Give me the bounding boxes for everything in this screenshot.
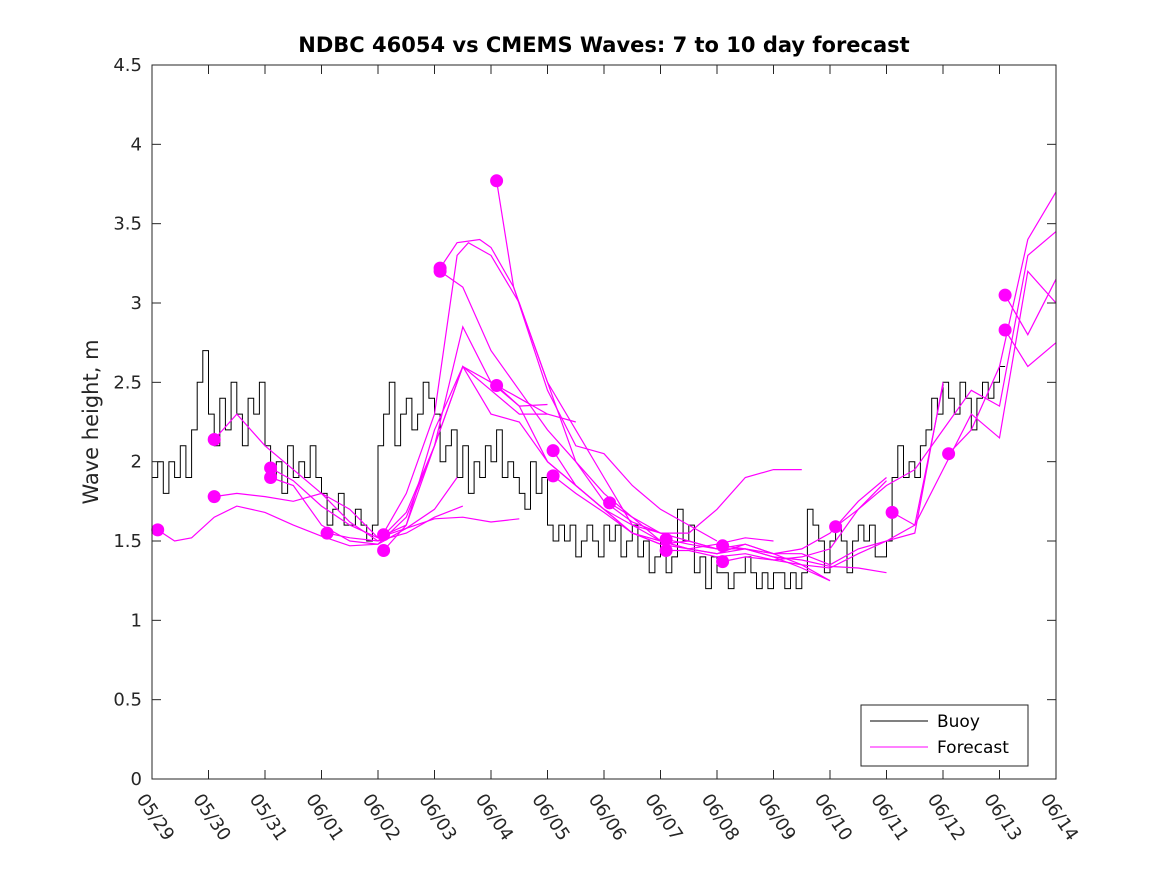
forecast-series-line (439, 238, 718, 542)
y-axis-label: Wave height, m (79, 339, 103, 504)
forecast-series-line (383, 365, 661, 551)
forecast-series-line (214, 477, 458, 539)
forecast-start-marker (829, 520, 843, 534)
forecast-start-marker (546, 444, 560, 458)
forecast-start-marker (998, 288, 1012, 302)
forecast-start-marker (885, 505, 899, 519)
legend-buoy-label: Buoy (937, 712, 980, 732)
forecast-start-marker (264, 461, 278, 475)
y-tick-label: 1.5 (113, 531, 142, 552)
forecast-start-marker (490, 379, 504, 392)
forecast-start-marker (151, 523, 165, 537)
buoy-series-line (152, 350, 1006, 590)
forecast-series-line (1004, 278, 1057, 336)
legend: Buoy Forecast (860, 704, 1029, 767)
forecast-start-marker (716, 539, 730, 553)
forecast-series-line (496, 180, 802, 534)
forecast-series-line (722, 385, 944, 569)
y-tick-label: 1 (131, 610, 142, 631)
forecast-start-marker (998, 323, 1012, 337)
forecast-series-line (835, 231, 1057, 528)
y-tick-label: 3 (131, 293, 142, 314)
forecast-series-line (383, 241, 661, 542)
forecast-start-marker (377, 544, 391, 557)
forecast-start-marker (659, 544, 673, 557)
forecast-start-marker (490, 174, 504, 188)
forecast-series-line (948, 191, 1057, 455)
forecast-series-line (891, 269, 1057, 526)
y-tick-label: 2 (131, 452, 142, 473)
y-tick-label: 3.5 (113, 214, 142, 235)
forecast-start-marker (207, 490, 221, 504)
y-tick-label: 4 (131, 134, 142, 155)
plot-area (152, 65, 1056, 779)
forecast-start-marker (603, 496, 617, 510)
y-tick-label: 4.5 (113, 55, 142, 76)
forecast-start-marker (377, 528, 391, 542)
data-layer (151, 174, 1057, 590)
forecast-series-line (722, 382, 944, 566)
forecast-start-marker (433, 264, 447, 278)
forecast-series-line (213, 413, 464, 542)
forecast-series-line (665, 538, 887, 574)
forecast-start-marker (320, 526, 334, 540)
forecast-start-marker (942, 447, 956, 461)
y-tick-label: 0 (131, 769, 142, 790)
legend-forecast-label: Forecast (937, 738, 1009, 758)
legend-box (860, 704, 1029, 767)
forecast-start-marker (716, 555, 730, 569)
chart-title: NDBC 46054 vs CMEMS Waves: 7 to 10 day f… (298, 33, 909, 57)
forecast-series-line (1004, 329, 1057, 368)
y-tick-label: 0.5 (113, 690, 142, 711)
forecast-start-marker (207, 433, 221, 446)
y-tick-label: 2.5 (113, 372, 142, 393)
forecast-start-marker (264, 471, 278, 484)
forecast-start-marker (546, 469, 560, 483)
forecast-start-marker (659, 532, 673, 546)
